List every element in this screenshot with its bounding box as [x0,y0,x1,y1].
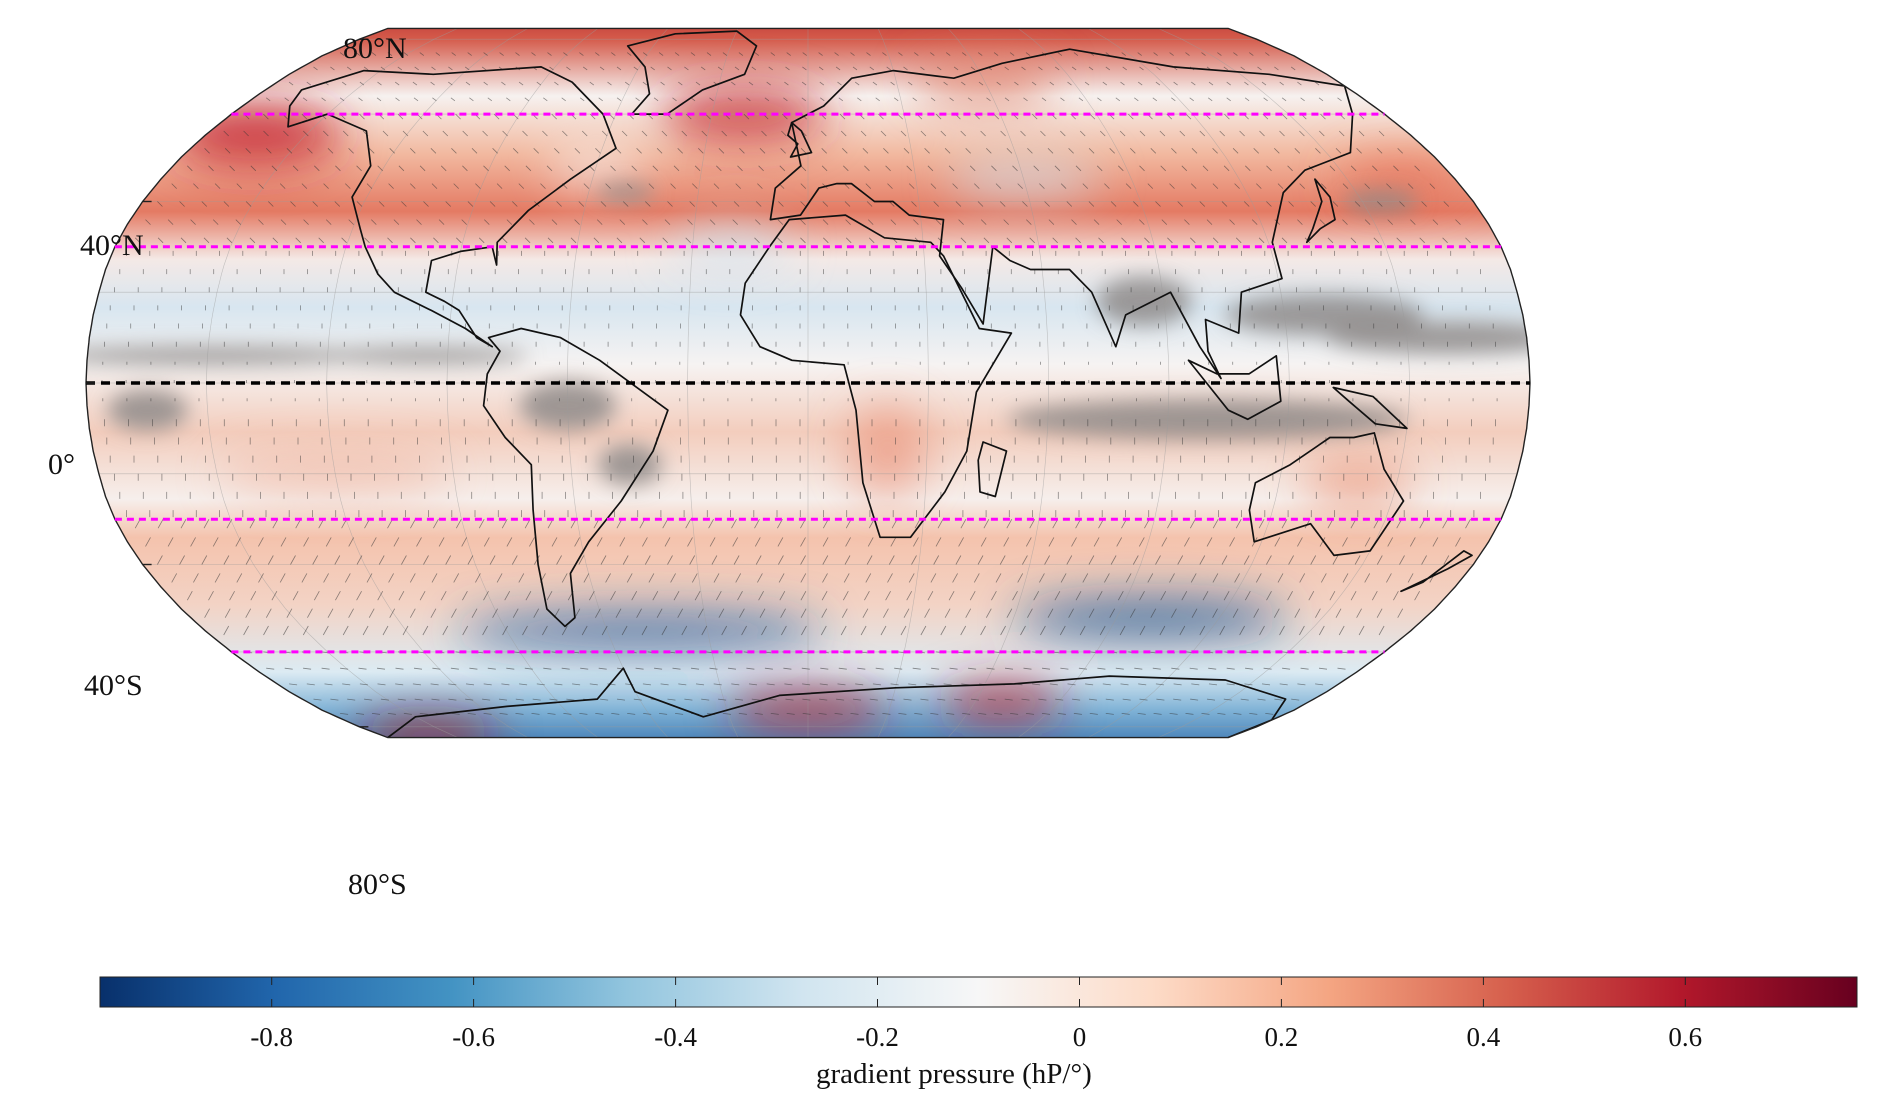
wind-vectors [101,52,1499,715]
colorbar-ticks [271,977,1686,1007]
anomaly-blob [1336,155,1466,203]
world-map [85,27,1531,739]
colorbar [99,976,1858,1008]
reference-lines [86,112,1530,654]
coastline-greenland [626,30,758,115]
colorbar-gradient [99,976,1858,1008]
coastline-japan [1305,178,1336,244]
lat-label-40s: 40°S [84,669,143,702]
anomaly-blob [1302,459,1413,507]
colorbar-tick-label: 0.2 [1264,1022,1299,1052]
coastline-antarctica [387,667,1287,738]
anomaly-blob [357,719,500,738]
anomaly-blob [456,611,825,651]
anomaly-blob [941,683,1064,723]
anomaly-blob [847,404,928,498]
wind-vector-field [101,52,1499,715]
coastline-madagascar [977,441,1008,498]
coastlines [287,30,1473,738]
masked-region [596,184,655,201]
coastline-new-zealand [1400,550,1473,593]
map-frame [85,27,1531,739]
colorbar-tick-label: -0.8 [250,1022,294,1052]
lat-label-40n: 40°N [80,229,144,262]
masked-region [107,389,188,431]
colorbar-tick-label: -0.2 [856,1022,899,1052]
anomaly-blobs [168,58,1466,738]
coastline-south-america [482,327,669,628]
colorbar-tick-label: -0.4 [654,1022,697,1052]
lat-label-80n: 80°N [343,32,407,65]
coastline-africa [739,214,1013,539]
colorbar-tick-label: 0.4 [1466,1022,1501,1052]
coastline-uk [787,121,813,158]
coastline-borneo-sumatra [1187,354,1282,421]
colorbar-tick-label: 0.6 [1668,1022,1703,1052]
lat-label-80s: 80°S [348,868,407,901]
coastline-new-guinea [1332,386,1408,430]
coastline-north-america [287,66,617,348]
colorbar-tick-label: 0 [1072,1022,1087,1052]
coastline-australia [1248,432,1405,557]
colorbar-tick-label: -0.6 [452,1022,495,1052]
masked-region [598,444,662,486]
masked-region [327,347,528,364]
masked-region [1327,321,1530,355]
lat-label-0: 0° [48,448,75,481]
masked-region [1096,276,1192,326]
coastline-eurasia [769,48,1354,380]
latitude-ticks [86,38,369,728]
